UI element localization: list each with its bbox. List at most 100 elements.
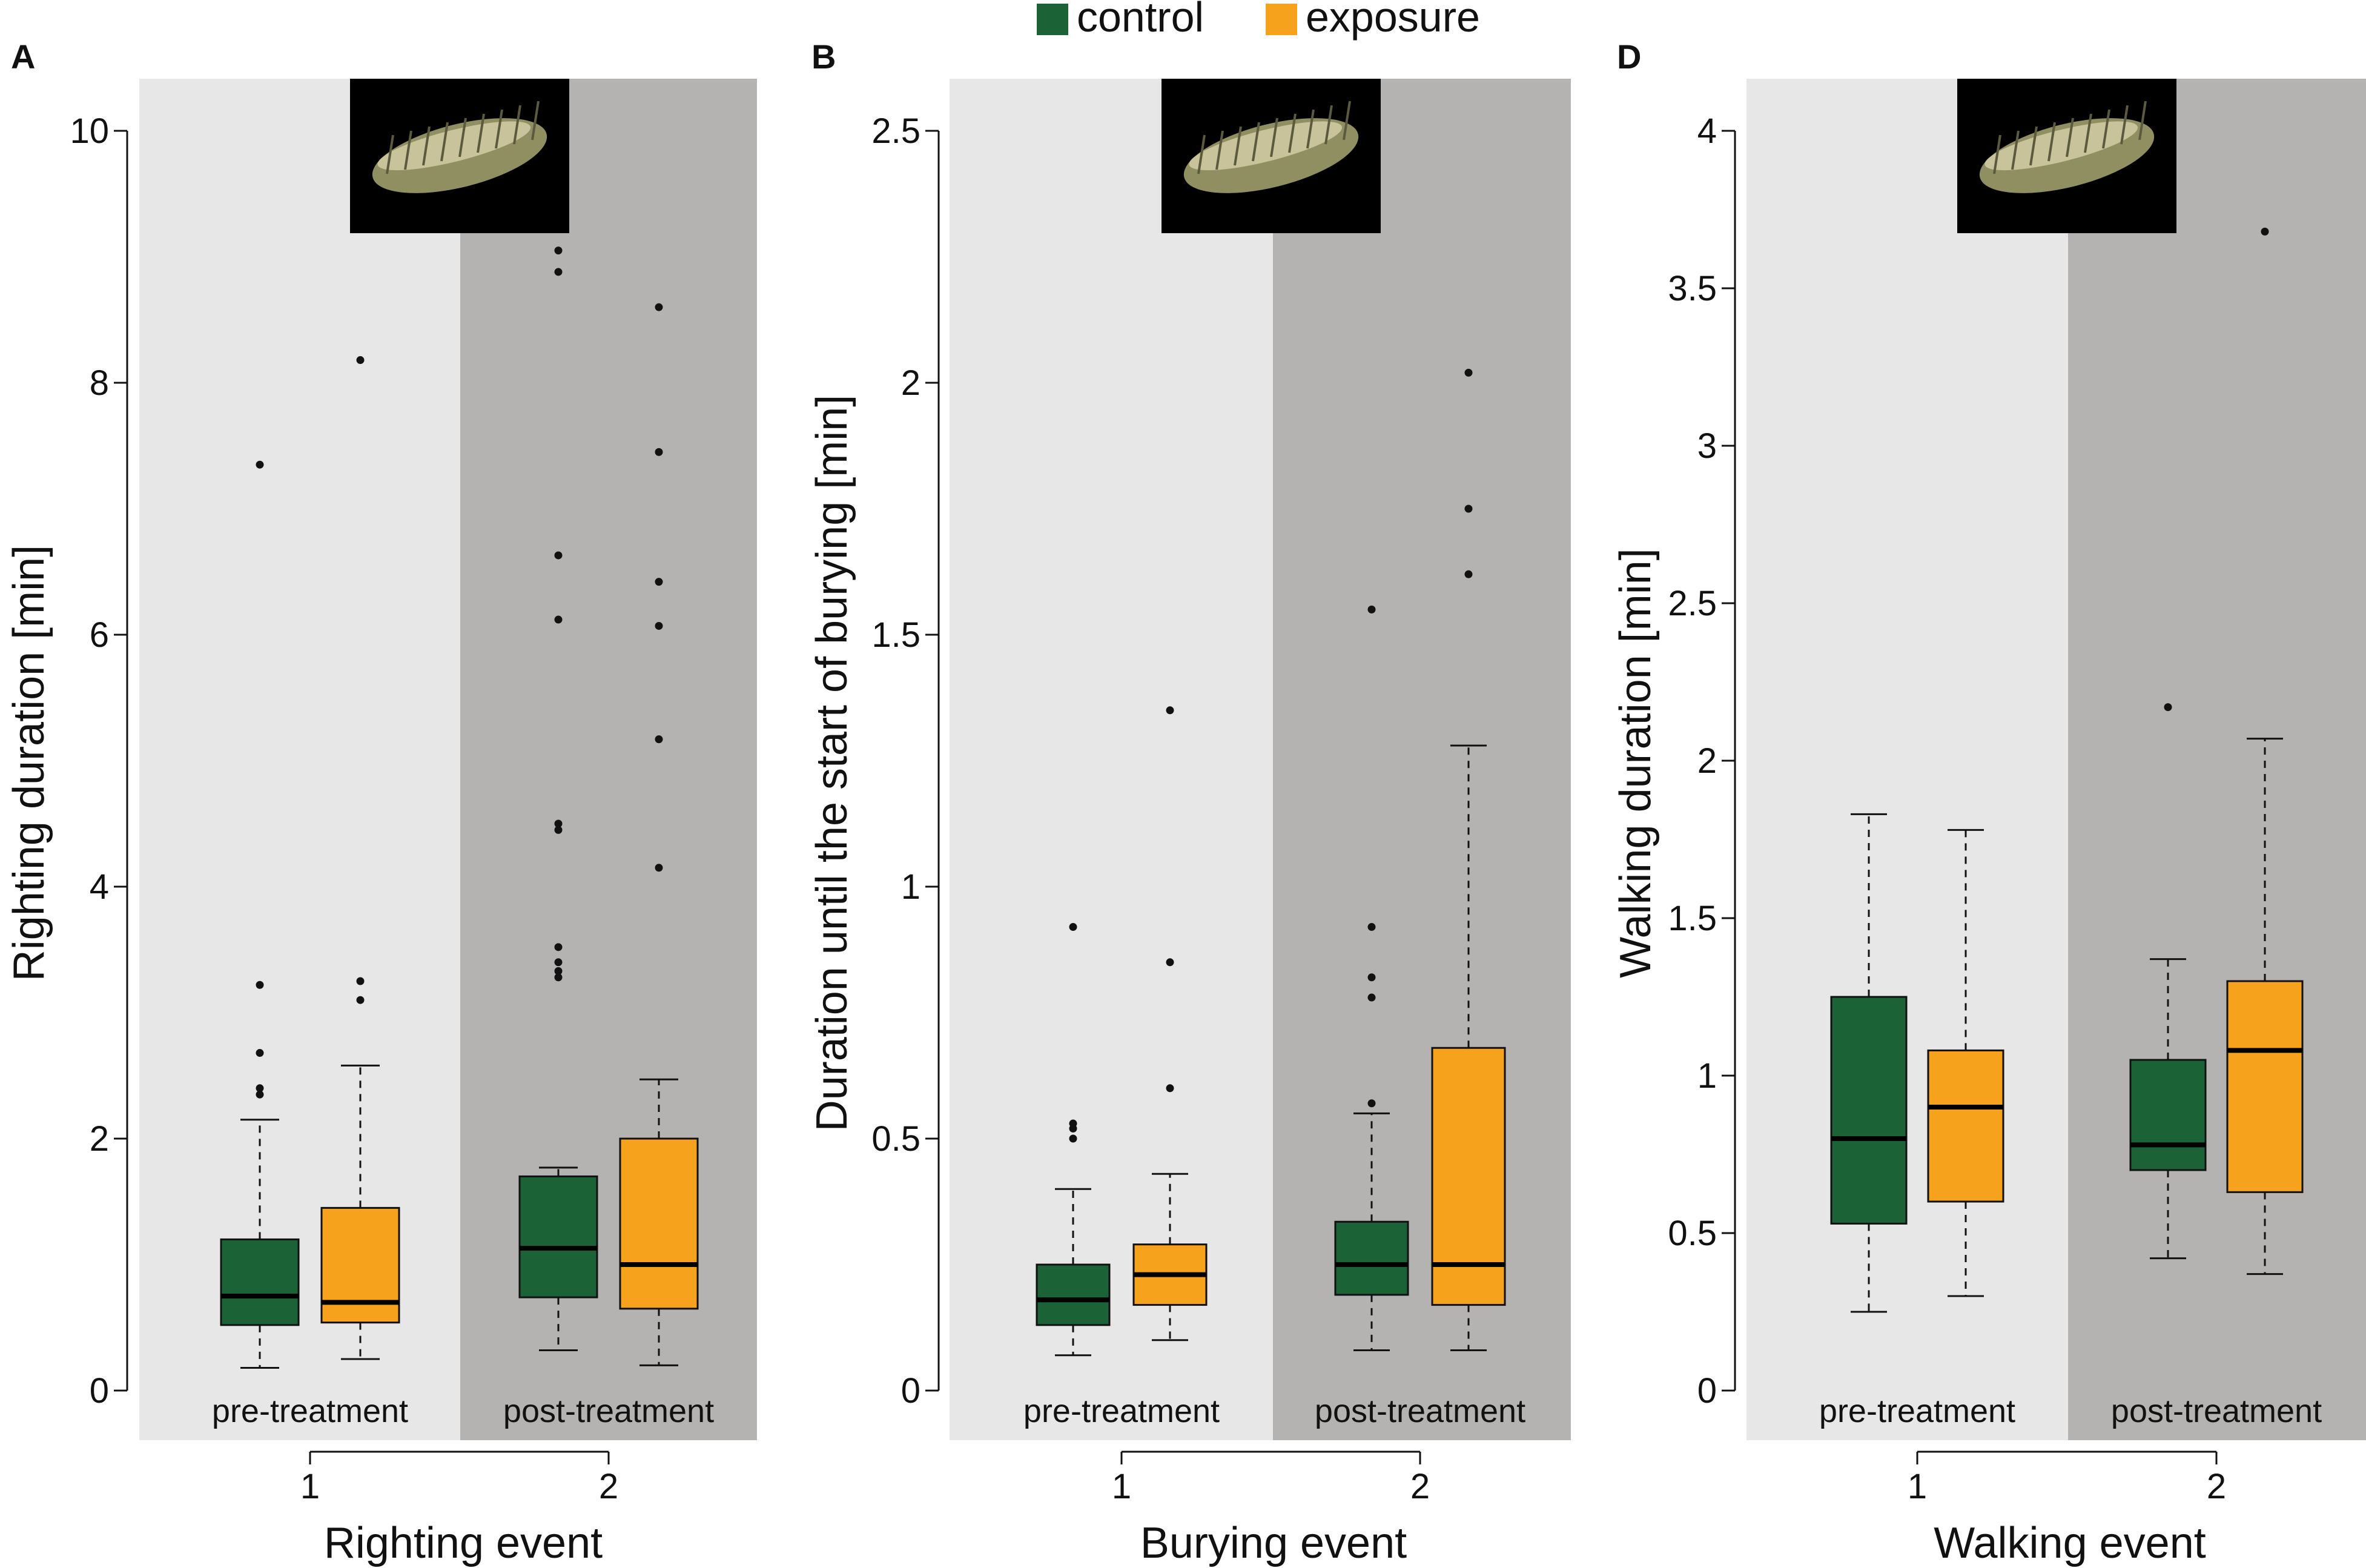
boxplot-control-1 — [1036, 923, 1111, 1357]
y-axis: 0 0.5 1 1.5 2 2.5 3 3.5 4 — [1668, 111, 1736, 1411]
iqr-box — [1334, 1220, 1409, 1296]
y-axis-title: Walking duration [min] — [1611, 548, 1660, 978]
panel-D: D 0 0.5 1 1.5 2 2.5 3 3.5 4 Walking duration [min]… — [1611, 38, 2366, 1567]
y-axis: 0 0.5 1 1.5 2 2.5 — [871, 111, 940, 1411]
outlier-point — [655, 303, 663, 311]
y-tick-label: 0 — [90, 1371, 109, 1411]
period-label: pre-treatment — [212, 1393, 408, 1429]
organism-segment — [1215, 130, 1224, 170]
organism-segment — [1343, 101, 1351, 141]
outlier-point — [554, 958, 563, 967]
outlier-point — [655, 448, 663, 456]
outlier-point — [1166, 958, 1174, 967]
organism-segment — [495, 109, 503, 149]
organism-segment — [458, 117, 467, 157]
organism-segment — [1270, 117, 1278, 157]
iqr-box — [220, 1238, 300, 1326]
boxplot-control-2 — [2129, 703, 2207, 1260]
pre-treatment-background — [1746, 79, 2068, 1440]
outlier-point — [554, 973, 563, 982]
y-tick-label: 6 — [90, 615, 109, 655]
outlier-point — [256, 1049, 264, 1057]
y-tick-label: 2.5 — [871, 111, 920, 151]
y-tick-label: 2 — [901, 363, 920, 403]
iqr-box — [1431, 1047, 1506, 1306]
boxplot-exposure-1 — [320, 356, 400, 1360]
outlier-point — [256, 1090, 264, 1099]
y-tick-label: 0.5 — [871, 1119, 920, 1159]
organism-photo — [1957, 79, 2176, 233]
outlier-point — [1464, 570, 1473, 578]
outlier-point — [655, 864, 663, 872]
outlier-point — [1166, 1084, 1174, 1093]
organism-highlight — [1189, 121, 1343, 171]
outlier-point — [1464, 504, 1473, 513]
organism-segment — [2066, 117, 2074, 157]
organism-segment — [477, 113, 485, 153]
outlier-point — [1069, 923, 1077, 931]
outlier-point — [554, 268, 563, 276]
x-tick-label: 1 — [1112, 1467, 1131, 1506]
outlier-point — [1069, 1119, 1077, 1128]
x-tick-label: 2 — [599, 1467, 618, 1506]
outlier-point — [256, 460, 264, 469]
period-label: pre-treatment — [1023, 1393, 1220, 1429]
iqr-box — [2226, 980, 2304, 1193]
outlier-point — [356, 977, 365, 985]
organism-segment — [1234, 126, 1242, 166]
outlier-point — [554, 819, 563, 828]
outlier-point — [1367, 923, 1376, 931]
iqr-box — [2129, 1059, 2207, 1171]
outlier-point — [1069, 1134, 1077, 1143]
y-tick-label: 4 — [90, 867, 109, 907]
outlier-point — [655, 735, 663, 744]
panel-letter: A — [11, 38, 35, 76]
organism-photo — [350, 79, 569, 233]
organism-photo — [1162, 79, 1381, 233]
organism-segment — [1324, 105, 1333, 145]
outlier-point — [1367, 993, 1376, 1002]
organism-segment — [1252, 122, 1260, 162]
y-tick-label: 0.5 — [1668, 1214, 1717, 1253]
post-treatment-background — [460, 79, 757, 1440]
outlier-point — [1367, 1099, 1376, 1108]
y-tick-label: 1 — [901, 867, 920, 907]
boxplot-control-1 — [220, 460, 300, 1369]
organism-segment — [386, 134, 394, 174]
x-axis-title: Righting event — [324, 1519, 603, 1567]
x-axis-title: Walking event — [1934, 1519, 2206, 1567]
y-tick-label: 2 — [90, 1119, 109, 1159]
y-tick-label: 4 — [1697, 111, 1717, 151]
outlier-point — [356, 996, 365, 1004]
boxplot-control-1 — [1830, 813, 1908, 1313]
outlier-point — [554, 825, 563, 834]
legend: control exposure — [1037, 0, 1480, 41]
panel-letter: B — [811, 38, 836, 76]
organism-segment — [1306, 109, 1315, 149]
outlier-point — [1464, 368, 1473, 377]
iqr-box — [320, 1206, 400, 1324]
y-axis-title: Righting duration [min] — [5, 545, 53, 981]
organism-segment — [440, 122, 449, 162]
organism-segment — [2029, 126, 2038, 166]
organism-segment — [1197, 134, 1206, 174]
organism-segment — [2120, 105, 2129, 145]
outlier-point — [256, 981, 264, 989]
outlier-point — [2261, 227, 2269, 236]
panel-letter: D — [1617, 38, 1641, 76]
x-tick-label: 1 — [300, 1467, 320, 1506]
outlier-point — [256, 1084, 264, 1093]
outlier-point — [655, 621, 663, 630]
iqr-box — [619, 1137, 699, 1310]
organism-segment — [513, 105, 521, 145]
period-label: pre-treatment — [1819, 1393, 2015, 1429]
boxplot-control-2 — [1334, 605, 1409, 1351]
boxplot-exposure-2 — [2226, 227, 2304, 1275]
boxplot-exposure-1 — [1132, 706, 1208, 1341]
y-tick-label: 1.5 — [1668, 899, 1717, 938]
organism-highlight — [377, 121, 531, 171]
period-label: post-treatment — [503, 1393, 714, 1429]
